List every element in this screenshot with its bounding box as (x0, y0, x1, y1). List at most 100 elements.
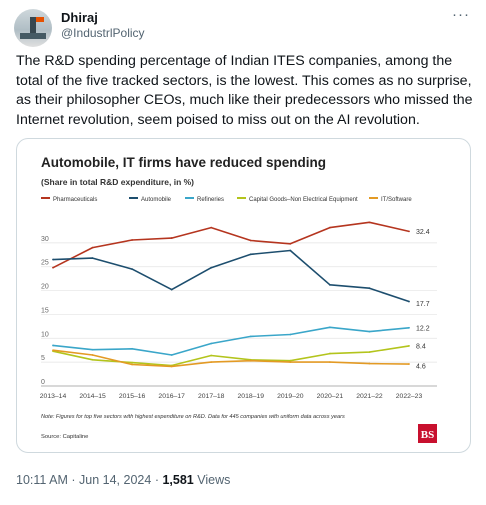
chart-title: Automobile, IT firms have reduced spendi… (41, 155, 326, 170)
data-point (328, 326, 331, 329)
data-point (368, 287, 371, 290)
end-value-label: 4.6 (416, 364, 426, 371)
legend-label: Refineries (197, 197, 224, 203)
author-display-name[interactable]: Dhiraj (61, 10, 98, 25)
data-point (131, 361, 134, 364)
chart-series (52, 221, 410, 368)
avatar-tower-shape (30, 17, 36, 35)
y-tick-label: 5 (41, 355, 45, 362)
y-tick-label: 30 (41, 236, 49, 243)
data-point (249, 359, 252, 362)
tweet-header: Dhiraj @IndustrlPolicy ··· (0, 0, 486, 48)
series-line (52, 345, 410, 367)
chart-subtitle: (Share in total R&D expenditure, in %) (41, 177, 194, 187)
legend-label: IT/Software (381, 197, 412, 203)
series-line (52, 221, 410, 269)
chart-image[interactable]: Automobile, IT firms have reduced spendi… (16, 138, 471, 453)
data-point (91, 348, 94, 351)
data-point (289, 333, 292, 336)
data-point (289, 249, 292, 252)
chart-end-labels: 32.4 17.7 12.2 8.4 4.6 (416, 229, 430, 371)
legend-label: Automobile (141, 197, 172, 203)
data-point (368, 351, 371, 354)
bs-logo-box (418, 424, 437, 443)
tweet-footer: 10:11 AM · Jun 14, 2024 · 1,581 Views (16, 473, 230, 487)
tweet-date[interactable]: Jun 14, 2024 (79, 473, 152, 487)
end-value-label: 17.7 (416, 301, 430, 308)
data-point (131, 363, 134, 366)
series-line (52, 326, 410, 356)
data-point (328, 283, 331, 286)
data-point (408, 300, 410, 303)
data-point (328, 226, 331, 229)
legend-label: Pharmaceuticals (53, 197, 97, 203)
data-point (210, 361, 213, 364)
data-point (91, 354, 94, 356)
data-point (52, 258, 54, 261)
y-tick-label: 25 (41, 260, 49, 267)
data-point (249, 253, 252, 256)
chart-grid (41, 242, 437, 387)
end-value-label: 32.4 (416, 229, 430, 236)
data-point (368, 362, 371, 365)
series-it-software (52, 349, 410, 368)
data-point (52, 344, 54, 347)
data-point (249, 335, 252, 338)
x-tick-label: 2021–22 (356, 393, 383, 400)
bs-logo: BS (418, 424, 437, 443)
data-point (131, 268, 134, 270)
x-tick-label: 2016–17 (158, 393, 185, 400)
x-tick-label: 2013–14 (40, 393, 67, 400)
data-point (210, 342, 213, 345)
chart-svg: Automobile, IT firms have reduced spendi… (40, 155, 437, 443)
x-tick-label: 2022–23 (396, 393, 423, 400)
x-tick-label: 2018–19 (238, 393, 265, 400)
data-point (131, 239, 134, 241)
data-point (368, 330, 371, 333)
data-point (210, 354, 213, 357)
series-refineries (52, 326, 410, 356)
data-point (408, 345, 410, 347)
x-tick-label: 2017–18 (198, 393, 225, 400)
data-point (52, 349, 54, 352)
footer-separator: · (154, 473, 159, 487)
footer-separator: · (71, 473, 76, 487)
data-point (170, 288, 173, 291)
author-handle[interactable]: @IndustrlPolicy (61, 26, 145, 40)
chart-note: Note: Figures for top five sectors with … (41, 414, 345, 420)
series-pharmaceuticals (52, 221, 410, 269)
y-tick-label: 10 (41, 331, 49, 338)
more-options-icon[interactable]: ··· (452, 6, 470, 23)
data-point (408, 230, 410, 233)
data-point (368, 221, 371, 224)
data-point (328, 352, 331, 355)
data-point (91, 257, 94, 260)
series-line (52, 249, 410, 303)
data-point (91, 246, 94, 249)
tweet-text: The R&D spending percentage of Indian IT… (16, 53, 473, 128)
chart-x-axis: 2013–14 2014–15 2015–16 2016–17 2017–18 2018–… (40, 393, 423, 400)
bs-logo-text: BS (421, 429, 434, 441)
data-point (170, 237, 173, 239)
avatar-base-shape (20, 33, 46, 39)
views-count[interactable]: 1,581 (162, 473, 194, 487)
data-point (52, 266, 54, 269)
data-point (210, 226, 213, 229)
data-point (91, 358, 94, 361)
end-value-label: 12.2 (416, 325, 430, 332)
chart-y-axis: 0 5 10 15 20 25 30 (41, 236, 49, 386)
author-avatar[interactable] (14, 9, 52, 47)
data-point (210, 266, 213, 269)
x-tick-label: 2020–21 (317, 393, 344, 400)
views-label: Views (197, 473, 231, 487)
x-tick-label: 2019–20 (277, 393, 304, 400)
data-point (289, 359, 292, 362)
x-tick-label: 2015–16 (119, 393, 146, 400)
data-point (408, 363, 410, 365)
legend-label: Capital Goods–Non Electrical Equipment (249, 197, 358, 203)
end-value-label: 8.4 (416, 343, 426, 350)
series-automobile (52, 249, 410, 303)
tweet-time[interactable]: 10:11 AM (16, 473, 68, 487)
chart-legend: Pharmaceuticals Automobile Refineries Capit… (41, 197, 412, 203)
x-tick-label: 2014–15 (79, 393, 106, 400)
